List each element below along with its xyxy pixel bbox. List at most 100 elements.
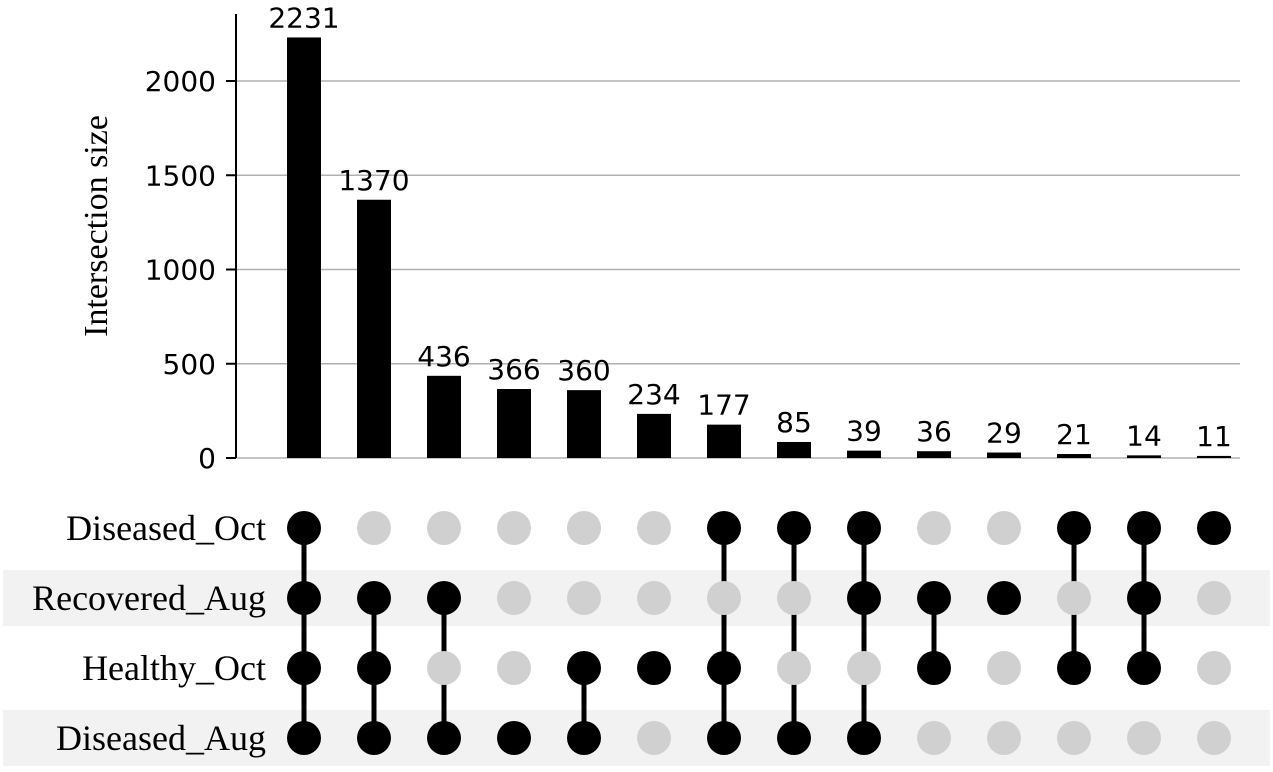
membership-dot-inactive [637, 511, 671, 545]
membership-dot-active [357, 581, 391, 615]
membership-dot-active [357, 721, 391, 755]
bar-value-label: 14 [1126, 419, 1162, 452]
membership-dot-active [707, 511, 741, 545]
y-tick-label: 2000 [145, 65, 216, 98]
bar-value-label: 29 [986, 417, 1022, 450]
bar-value-labels: 2231 1370 436 366 360 234 177 85 39 36 29 21 14 11 [268, 1, 1231, 452]
membership-dot-inactive [917, 721, 951, 755]
y-tick-label: 1500 [145, 159, 216, 192]
intersection-bar [1197, 455, 1231, 458]
membership-dot-active [567, 651, 601, 685]
membership-dot-active [287, 511, 321, 545]
intersection-bar [707, 424, 741, 458]
bar-value-label: 85 [776, 406, 812, 439]
intersection-bar [1127, 455, 1161, 458]
y-tick-label: 500 [163, 348, 216, 381]
membership-dot-active [707, 721, 741, 755]
intersection-bar [357, 199, 391, 458]
membership-dot-active [847, 581, 881, 615]
bar-value-label: 2231 [268, 1, 339, 34]
y-tick-label: 0 [198, 442, 216, 475]
membership-dot-active [427, 721, 461, 755]
membership-dot-inactive [497, 581, 531, 615]
membership-dot-inactive [1127, 721, 1161, 755]
membership-dot-inactive [567, 581, 601, 615]
membership-dot-active [1127, 581, 1161, 615]
intersection-bar [427, 375, 461, 458]
membership-dot-active [1057, 511, 1091, 545]
set-labels: Diseased_Oct Recovered_Aug Healthy_Oct Dise… [32, 508, 266, 758]
membership-dot-inactive [567, 511, 601, 545]
membership-dot-inactive [1197, 651, 1231, 685]
intersection-bar [567, 390, 601, 458]
bar-value-label: 234 [627, 378, 680, 411]
intersection-bar [497, 389, 531, 458]
membership-dot-inactive [357, 511, 391, 545]
membership-dot-active [987, 581, 1021, 615]
membership-dot-active [567, 721, 601, 755]
membership-dot-inactive [707, 581, 741, 615]
intersection-bar [637, 413, 671, 458]
membership-matrix [287, 511, 1231, 755]
membership-dot-inactive [987, 721, 1021, 755]
intersection-bar [987, 452, 1021, 458]
intersection-bar [777, 441, 811, 458]
set-label: Healthy_Oct [82, 648, 266, 688]
intersection-bar [847, 450, 881, 458]
membership-dot-inactive [1057, 581, 1091, 615]
intersection-bars [287, 37, 1231, 458]
membership-dot-active [1127, 511, 1161, 545]
bar-value-label: 436 [417, 340, 470, 373]
intersection-bar [917, 451, 951, 458]
bar-value-label: 360 [557, 354, 610, 387]
membership-dot-inactive [917, 511, 951, 545]
membership-dot-inactive [1197, 581, 1231, 615]
membership-dot-active [777, 721, 811, 755]
membership-dot-inactive [777, 651, 811, 685]
membership-dot-active [1127, 651, 1161, 685]
membership-dot-active [497, 721, 531, 755]
membership-dot-active [287, 581, 321, 615]
membership-dot-inactive [777, 581, 811, 615]
membership-dot-active [637, 651, 671, 685]
y-axis: 0 500 1000 1500 2000 [145, 14, 237, 475]
membership-dot-active [917, 581, 951, 615]
bar-value-label: 11 [1196, 420, 1232, 453]
y-axis-label: Intersection size [78, 115, 115, 337]
membership-dot-inactive [637, 581, 671, 615]
bar-value-label: 1370 [338, 164, 409, 197]
y-tick-label: 1000 [145, 254, 216, 287]
set-label: Diseased_Aug [56, 718, 266, 758]
membership-dot-inactive [1197, 721, 1231, 755]
intersection-bar [1057, 454, 1091, 458]
membership-dot-inactive [847, 651, 881, 685]
set-label: Diseased_Oct [66, 508, 266, 548]
membership-dot-active [287, 651, 321, 685]
bar-value-label: 36 [916, 415, 952, 448]
set-label: Recovered_Aug [32, 578, 266, 618]
membership-dot-inactive [1057, 721, 1091, 755]
membership-dot-inactive [987, 651, 1021, 685]
membership-dot-active [707, 651, 741, 685]
bar-value-label: 21 [1056, 418, 1092, 451]
membership-dot-inactive [497, 651, 531, 685]
membership-dot-active [427, 581, 461, 615]
membership-dot-active [1197, 511, 1231, 545]
intersection-bar [287, 37, 321, 458]
membership-dot-inactive [987, 511, 1021, 545]
membership-dot-active [777, 511, 811, 545]
bar-value-label: 366 [487, 353, 540, 386]
membership-dot-active [847, 721, 881, 755]
membership-dot-active [847, 511, 881, 545]
membership-dot-inactive [497, 511, 531, 545]
bar-value-label: 177 [697, 389, 750, 422]
membership-dot-active [917, 651, 951, 685]
membership-dot-inactive [637, 721, 671, 755]
membership-dot-active [357, 651, 391, 685]
membership-dot-active [1057, 651, 1091, 685]
membership-dot-active [287, 721, 321, 755]
membership-dot-inactive [427, 511, 461, 545]
membership-dot-inactive [427, 651, 461, 685]
bar-value-label: 39 [846, 415, 882, 448]
